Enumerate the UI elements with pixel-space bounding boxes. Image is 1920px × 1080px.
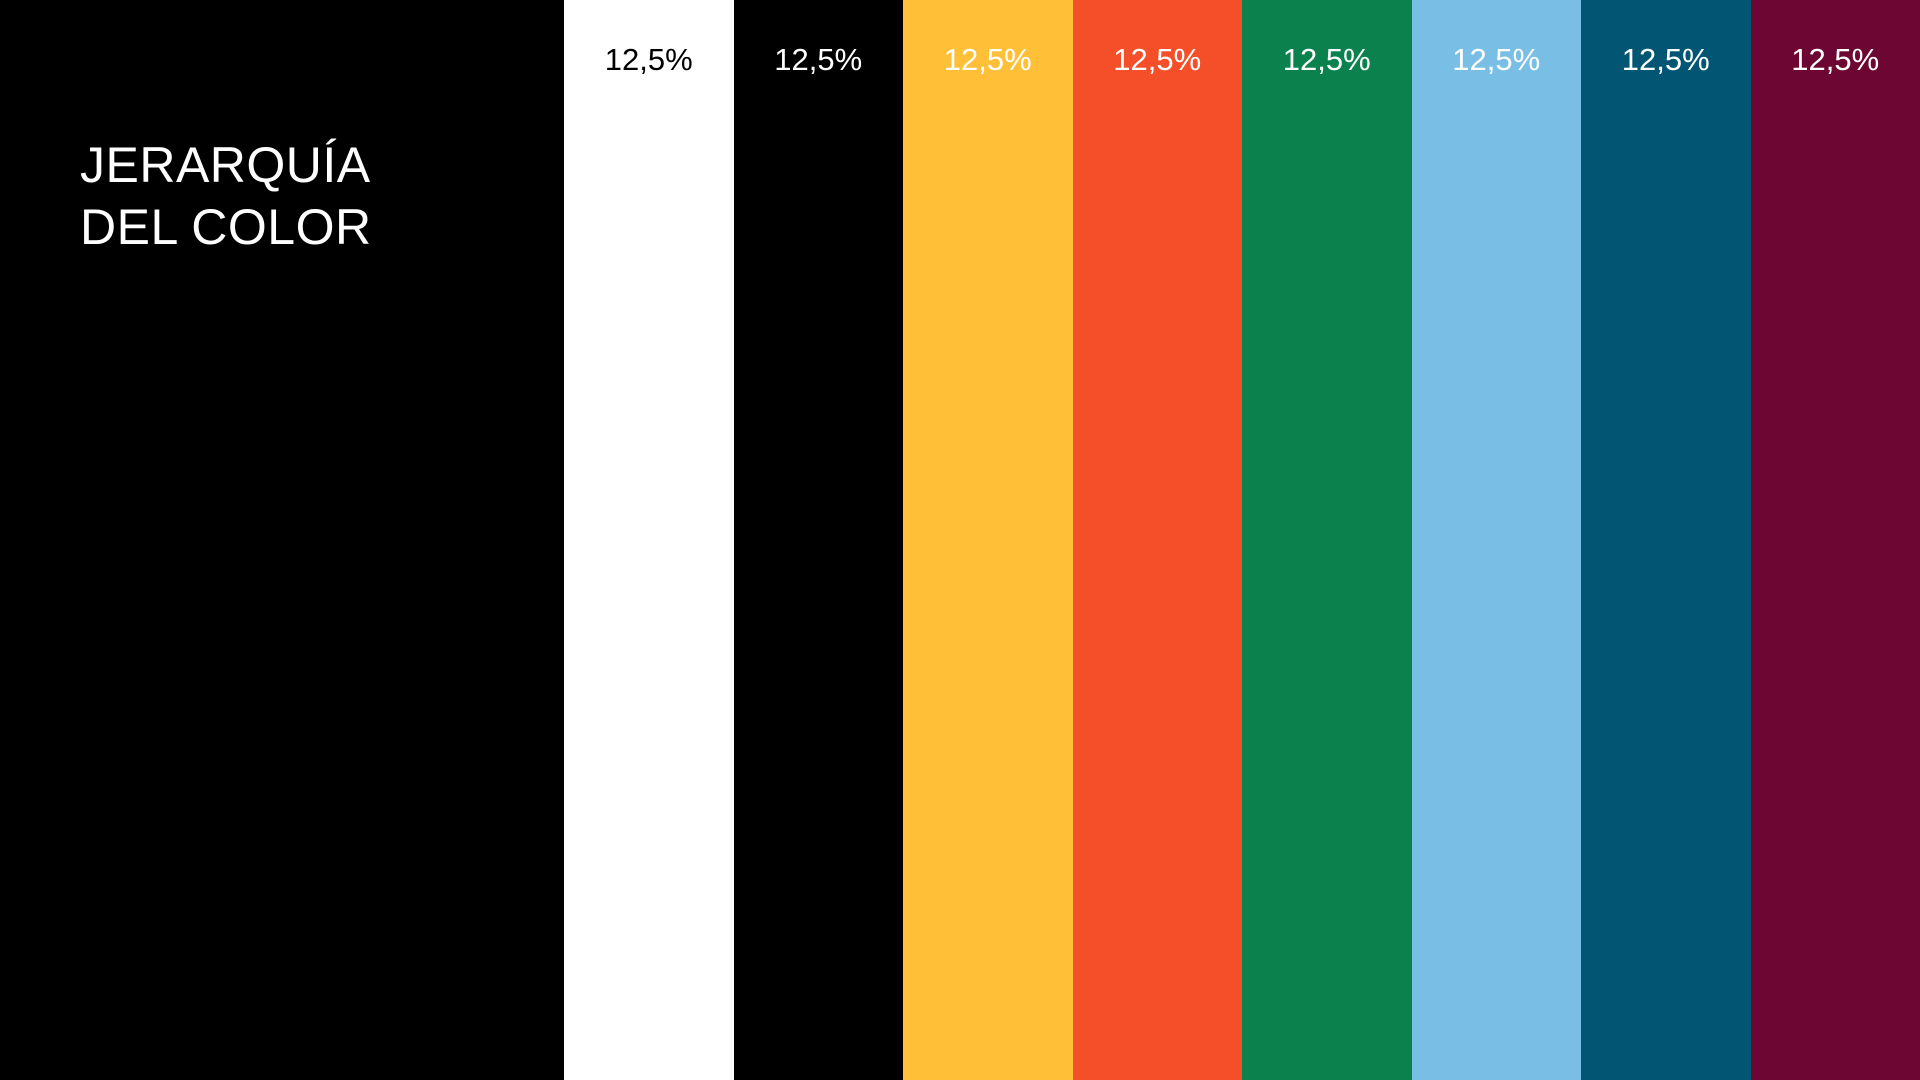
swatch-white: 12,5% [564, 0, 734, 1080]
swatch-percentage-label: 12,5% [1621, 42, 1710, 77]
swatch-green: 12,5% [1242, 0, 1412, 1080]
swatch-percentage-label: 12,5% [1791, 42, 1880, 77]
title-line-1: JERARQUÍA [80, 137, 371, 193]
swatch-percentage-label: 12,5% [1282, 42, 1371, 77]
swatch-percentage-label: 12,5% [1113, 42, 1202, 77]
swatch-percentage-label: 12,5% [604, 42, 693, 77]
swatch-burgundy: 12,5% [1750, 0, 1920, 1080]
swatch-orange-red: 12,5% [1072, 0, 1242, 1080]
swatch-light-blue: 12,5% [1411, 0, 1581, 1080]
title-line-2: DEL COLOR [80, 199, 372, 255]
title-panel: JERARQUÍA DEL COLOR [0, 0, 564, 1080]
swatch-yellow: 12,5% [903, 0, 1073, 1080]
swatch-percentage-label: 12,5% [774, 42, 863, 77]
color-swatches: 12,5% 12,5% 12,5% 12,5% 12,5% 12,5% 12,5… [564, 0, 1920, 1080]
swatch-black: 12,5% [733, 0, 903, 1080]
swatch-petrol-blue: 12,5% [1581, 0, 1751, 1080]
swatch-percentage-label: 12,5% [1452, 42, 1541, 77]
swatch-percentage-label: 12,5% [943, 42, 1032, 77]
slide-title: JERARQUÍA DEL COLOR [80, 134, 372, 258]
